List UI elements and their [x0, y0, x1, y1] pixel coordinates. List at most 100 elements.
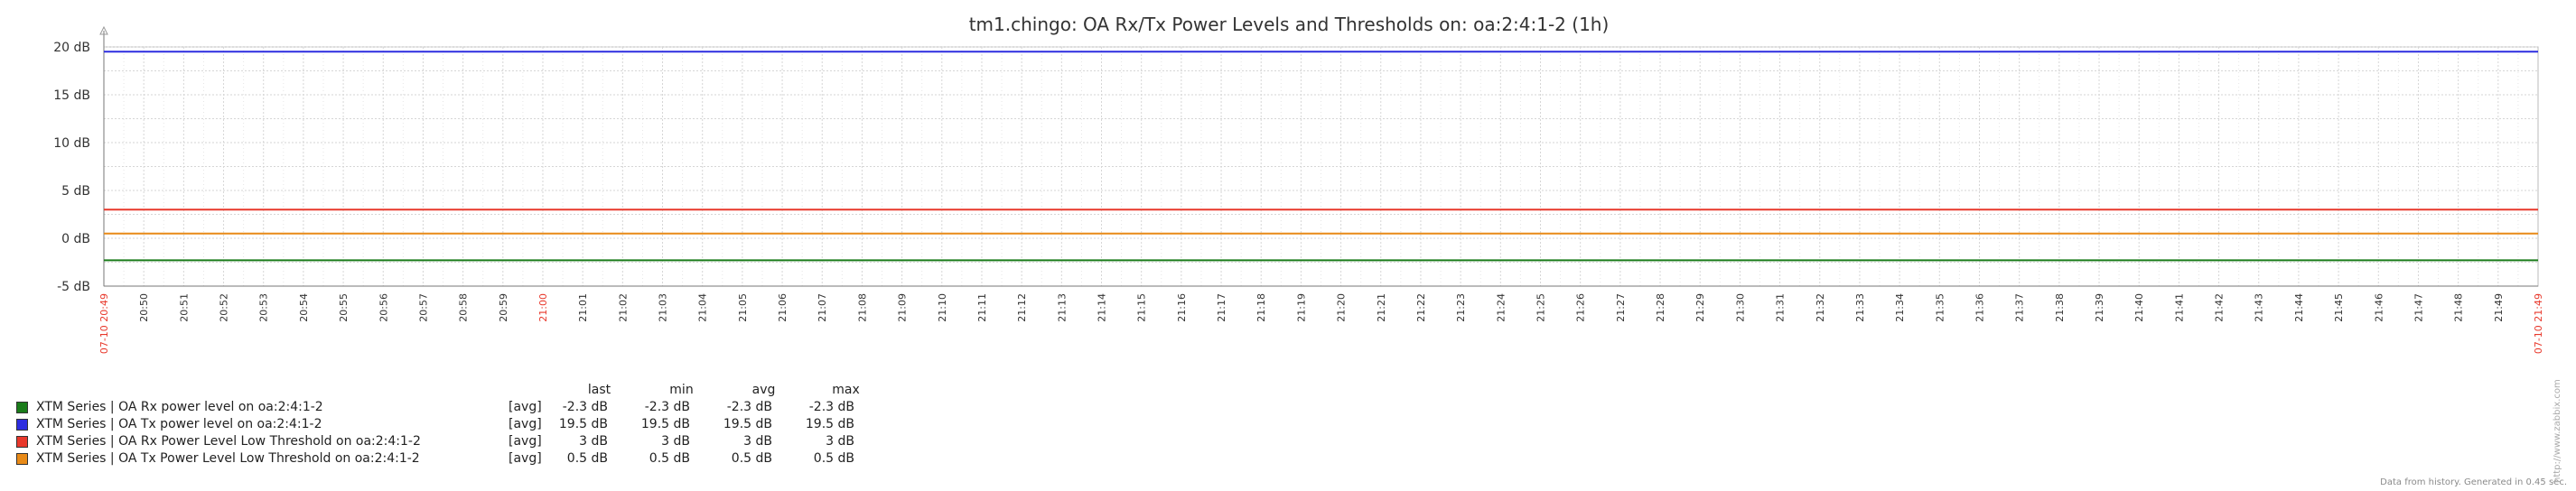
legend-min: 19.5 dB	[640, 417, 690, 431]
x-tick-label: 21:43	[2254, 293, 2265, 322]
legend-last: 19.5 dB	[558, 417, 608, 431]
x-tick-label: 21:42	[2214, 293, 2226, 322]
x-tick-label: 21:29	[1694, 293, 1706, 322]
x-tick-label: 21:19	[1295, 293, 1307, 322]
x-tick-label: 21:46	[2373, 293, 2385, 322]
chart-axis	[99, 25, 2538, 287]
x-tick-label: 21:14	[1097, 293, 1108, 322]
x-tick-label: 21:47	[2413, 293, 2424, 322]
x-tick-label: 21:10	[937, 293, 948, 322]
x-tick-label: 21:39	[2094, 293, 2105, 322]
x-tick-label: 21:13	[1056, 293, 1068, 322]
x-tick-label: 21:21	[1376, 293, 1387, 322]
side-url: http://www.zabbix.com	[2553, 379, 2562, 483]
footer-note: Data from history. Generated in 0.45 sec…	[2380, 477, 2567, 487]
legend-function: [avg]	[509, 417, 542, 431]
legend-min: 3 dB	[661, 434, 690, 449]
x-tick-label: 21:24	[1495, 293, 1507, 322]
x-tick-label: 21:31	[1775, 293, 1787, 322]
x-tick-label: 20:56	[378, 293, 389, 322]
y-tick-label: 20 dB	[53, 41, 90, 55]
x-tick-label: 21:20	[1336, 293, 1348, 322]
x-tick-label: 21:11	[976, 293, 988, 322]
x-tick-label: 21:05	[737, 293, 749, 322]
x-tick-label: 21:06	[777, 293, 789, 322]
x-tick-label: 21:07	[817, 293, 828, 322]
x-tick-label: 07-10 20:49	[98, 293, 110, 354]
x-tick-label: 21:12	[1016, 293, 1028, 322]
legend-header: last min avg max	[558, 382, 888, 399]
x-tick-label: 21:27	[1615, 293, 1627, 322]
x-tick-label: 21:09	[897, 293, 909, 322]
legend-header-last: last	[587, 383, 611, 397]
x-tick-label: 20:51	[178, 293, 190, 322]
x-tick-label: 21:08	[856, 293, 868, 322]
x-tick-label: 21:36	[1974, 293, 1985, 322]
legend-min: -2.3 dB	[644, 400, 690, 414]
x-tick-label: 21:32	[1815, 293, 1826, 322]
x-tick-label: 21:16	[1176, 293, 1188, 322]
x-tick-label: 20:50	[138, 293, 150, 322]
x-tick-label: 20:57	[417, 293, 429, 322]
legend-function: [avg]	[509, 451, 542, 466]
legend-max: 19.5 dB	[805, 417, 854, 431]
x-tick-label: 21:37	[2014, 293, 2026, 322]
x-axis-labels: 07-10 20:49 20:50 20:51 20:52 20:53 20:54 20:5…	[98, 293, 2544, 354]
x-tick-label: 21:33	[1854, 293, 1866, 322]
chart-svg: tm1.chingo: OA Rx/Tx Power Levels and Th…	[53, 14, 2544, 354]
y-tick-label: 5 dB	[61, 184, 90, 199]
legend-avg: 3 dB	[743, 434, 772, 449]
legend-avg: 19.5 dB	[723, 417, 772, 431]
legend-swatch	[16, 453, 28, 465]
x-tick-label: 21:03	[658, 293, 669, 322]
legend-swatch	[16, 419, 28, 431]
x-tick-label: 21:44	[2293, 293, 2305, 322]
legend-header-min: min	[669, 383, 694, 397]
legend-max: -2.3 dB	[808, 400, 854, 414]
x-tick-label: 21:49	[2493, 293, 2505, 322]
x-tick-label: 20:52	[219, 293, 230, 322]
legend-avg: 0.5 dB	[731, 451, 772, 466]
y-axis-arrow	[99, 25, 108, 35]
x-tick-label: 21:02	[617, 293, 629, 322]
x-tick-label: 07-10 21:49	[2533, 293, 2544, 354]
x-tick-label: 21:17	[1216, 293, 1227, 322]
x-tick-label: 21:26	[1575, 293, 1587, 322]
x-tick-label: 21:15	[1136, 293, 1148, 322]
legend-min: 0.5 dB	[649, 451, 690, 466]
y-tick-label: 15 dB	[53, 88, 90, 103]
x-tick-label: 21:04	[697, 293, 709, 322]
x-tick-label: 21:38	[2054, 293, 2066, 322]
chart-grid	[103, 46, 2539, 287]
x-tick-label: 21:30	[1734, 293, 1746, 322]
y-tick-label: 0 dB	[61, 232, 90, 246]
x-tick-label: 21:18	[1255, 293, 1267, 322]
legend-series-name: XTM Series | OA Tx Power Level Low Thres…	[36, 451, 420, 466]
legend-avg: -2.3 dB	[726, 400, 772, 414]
legend-swatch	[16, 436, 28, 448]
x-tick-label: 21:40	[2133, 293, 2145, 322]
legend-swatch	[16, 402, 28, 413]
x-tick-label: 20:59	[498, 293, 509, 322]
legend-last: 0.5 dB	[566, 451, 608, 466]
x-tick-label: 21:34	[1894, 293, 1906, 322]
chart-series	[104, 51, 2538, 262]
x-tick-label: 21:00	[537, 293, 549, 322]
legend-function: [avg]	[509, 400, 542, 414]
y-tick-label: -5 dB	[57, 280, 90, 294]
x-tick-label: 20:54	[298, 293, 310, 322]
x-tick-label: 20:53	[258, 293, 270, 322]
legend-series-name: XTM Series | OA Tx power level on oa:2:4…	[36, 417, 322, 431]
legend-last: -2.3 dB	[562, 400, 608, 414]
x-tick-label: 21:25	[1535, 293, 1546, 322]
legend-max: 3 dB	[826, 434, 854, 449]
x-tick-label: 21:41	[2173, 293, 2185, 322]
x-tick-label: 21:28	[1655, 293, 1666, 322]
x-tick-label: 21:45	[2333, 293, 2345, 322]
x-tick-label: 21:35	[1934, 293, 1946, 322]
legend-series-name: XTM Series | OA Rx power level on oa:2:4…	[36, 400, 323, 414]
x-tick-label: 21:48	[2453, 293, 2465, 322]
x-tick-label: 20:55	[338, 293, 350, 322]
legend-header-max: max	[832, 383, 860, 397]
legend-header-avg: avg	[751, 383, 776, 397]
